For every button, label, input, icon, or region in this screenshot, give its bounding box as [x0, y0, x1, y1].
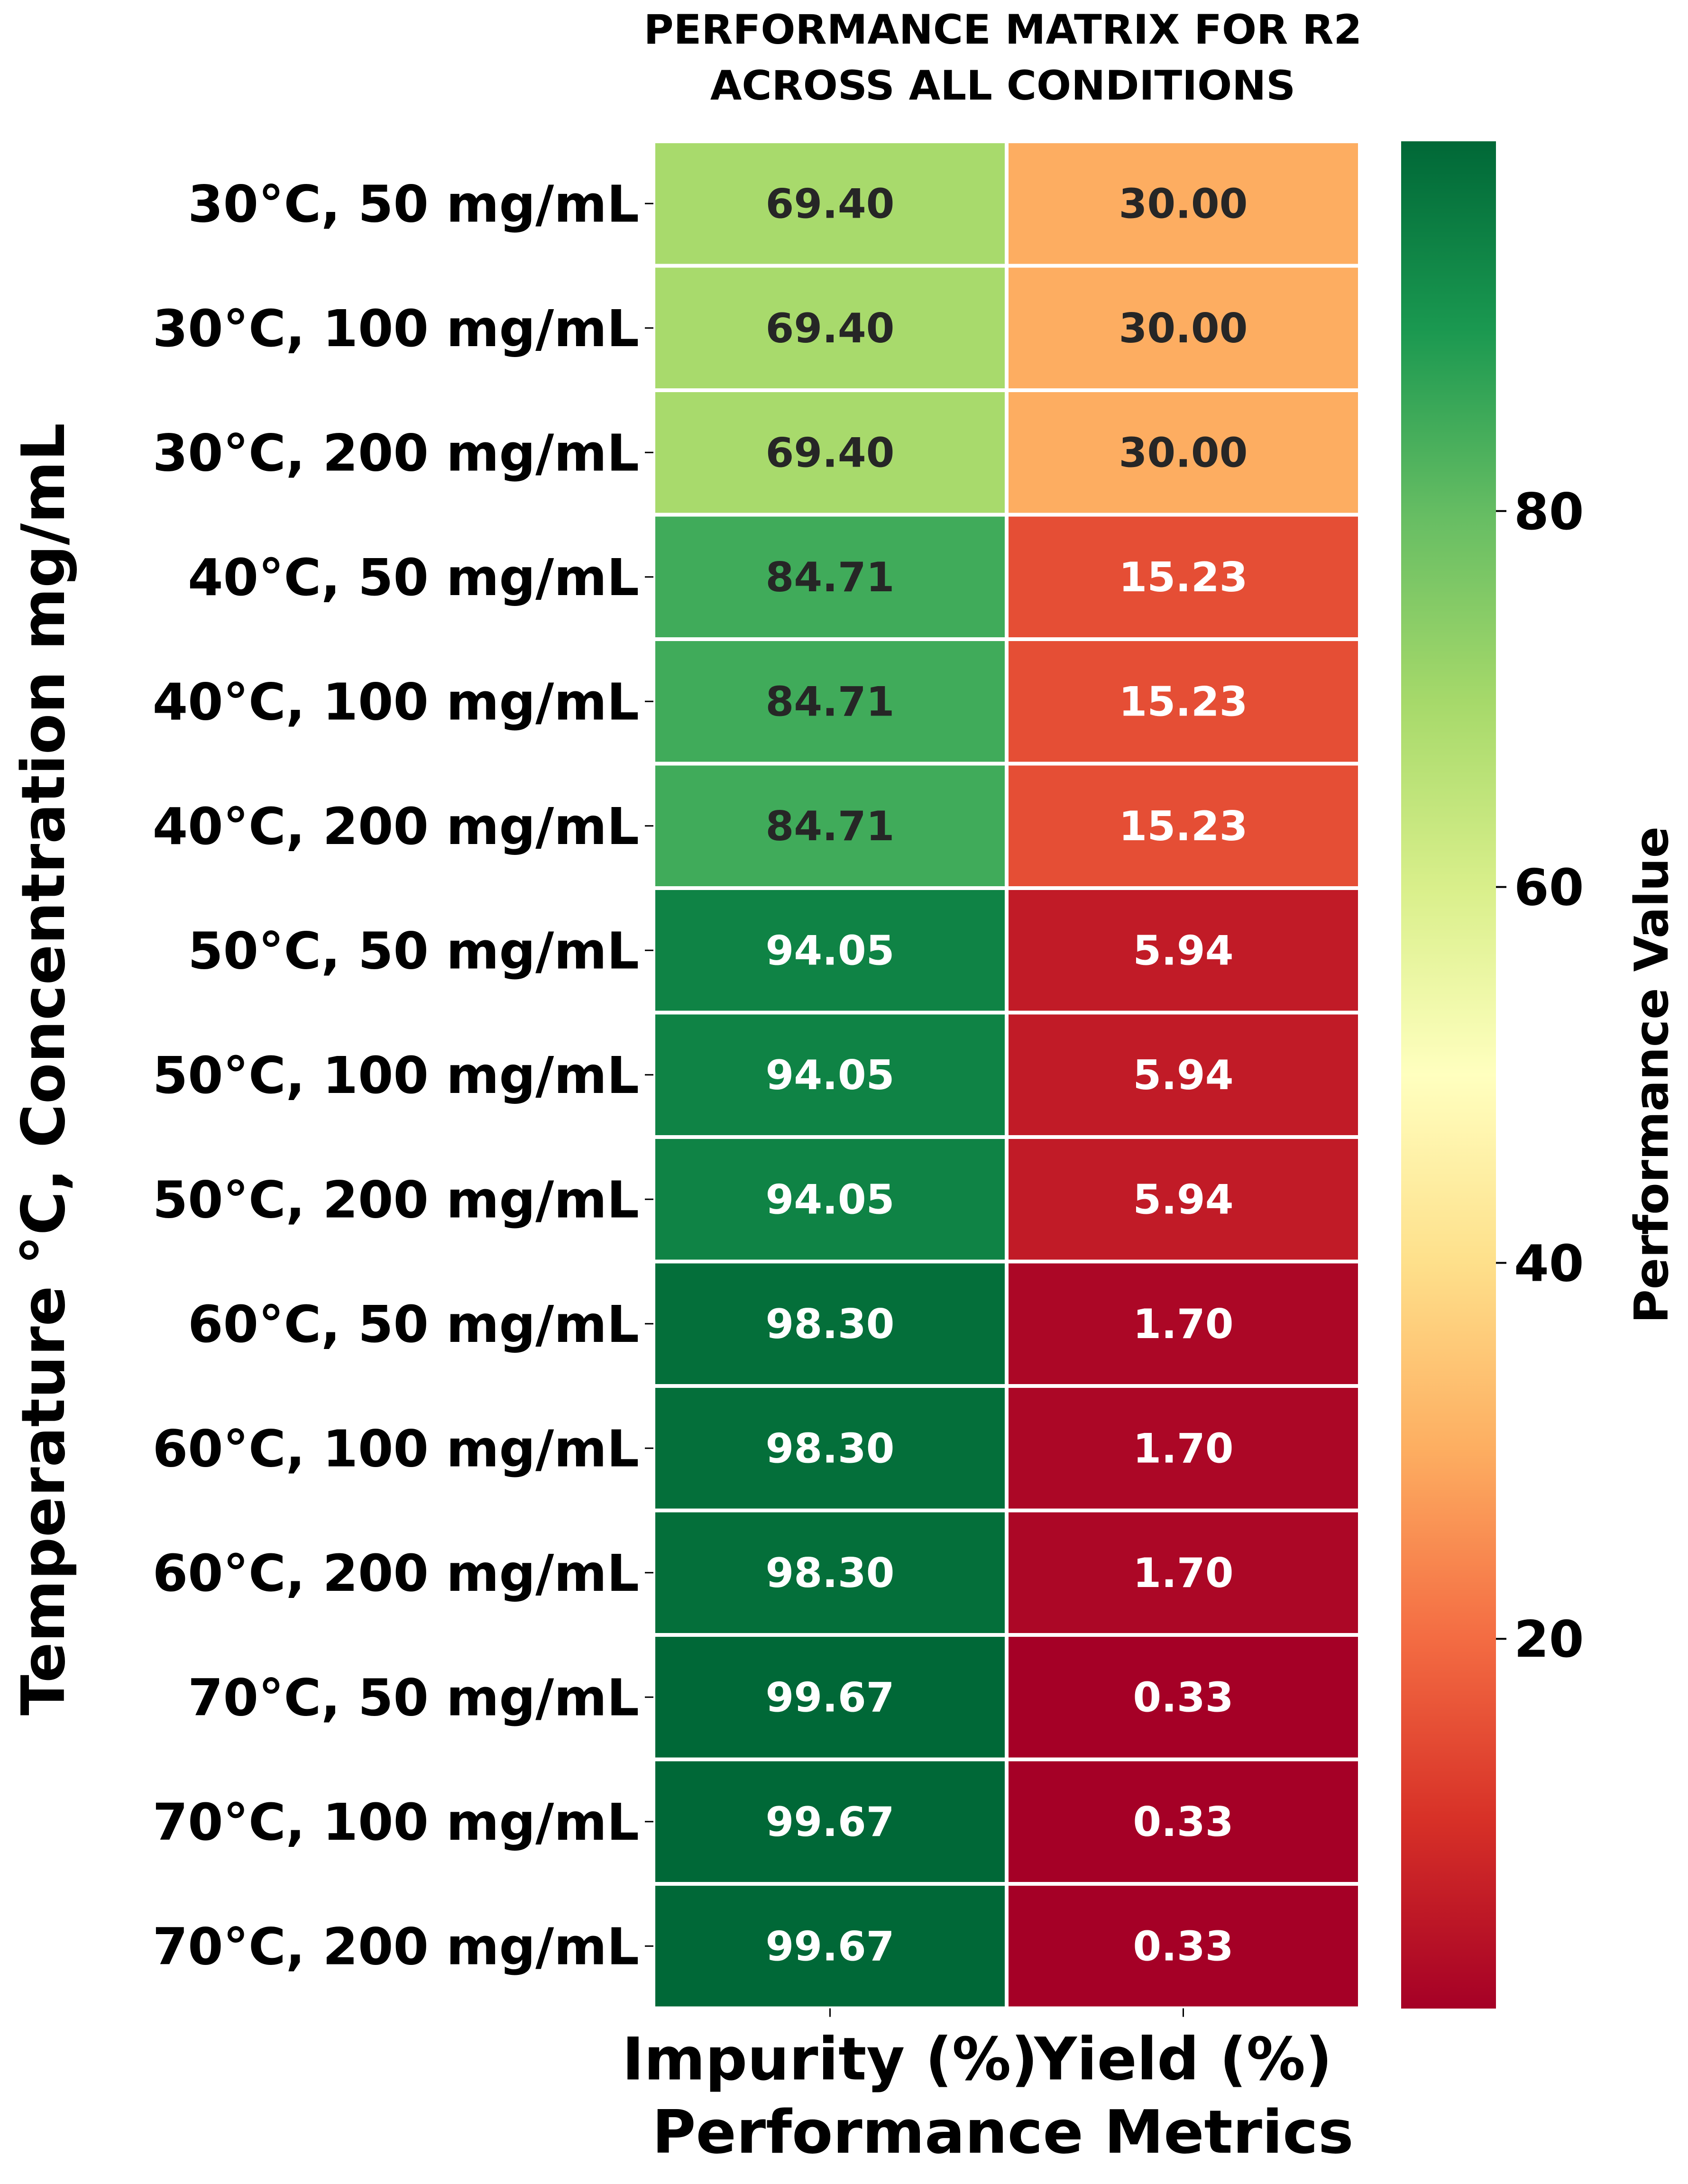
row-tick-label: 40°C, 100 mg/mL	[153, 673, 639, 732]
cell-value-label: 69.40	[765, 180, 894, 228]
heatmap-cell	[651, 1882, 1009, 2010]
cell-value-label: 1.70	[1133, 1550, 1233, 1597]
heatmap-cell	[1005, 1259, 1362, 1388]
row-tick-label: 50°C, 100 mg/mL	[153, 1046, 639, 1105]
cell-value-label: 1.70	[1133, 1301, 1233, 1348]
row-tick-label: 60°C, 100 mg/mL	[153, 1420, 639, 1478]
cell-value-label: 98.30	[765, 1301, 894, 1348]
cell-value-label: 0.33	[1133, 1674, 1233, 1721]
x-axis-label: Performance Metrics	[652, 2097, 1354, 2167]
row-tick-label: 70°C, 50 mg/mL	[188, 1669, 639, 1727]
heatmap-cell	[1005, 1384, 1362, 1513]
cell-value-label: 84.71	[765, 803, 894, 850]
heatmap-cell	[1005, 139, 1362, 268]
row-tick-label: 60°C, 200 mg/mL	[153, 1544, 639, 1603]
column-tick-labels: Impurity (%)Yield (%)	[622, 2008, 1332, 2094]
cell-value-label: 94.05	[765, 927, 894, 974]
row-tick-label: 50°C, 200 mg/mL	[153, 1171, 639, 1230]
heatmap-cell-labels: 69.40 30.00 69.40 30.00 69.40 30.00 84.71 15.23…	[765, 180, 1248, 1970]
cell-value-label: 0.33	[1133, 1799, 1233, 1846]
row-tick-label: 30°C, 50 mg/mL	[188, 175, 639, 234]
cell-value-label: 99.67	[765, 1923, 894, 1970]
row-tick-label: 70°C, 200 mg/mL	[153, 1918, 639, 1976]
heatmap-cell	[1005, 1508, 1362, 1637]
cell-value-label: 98.30	[765, 1425, 894, 1472]
heatmap-cell	[651, 139, 1009, 268]
cell-value-label: 5.94	[1133, 1052, 1233, 1099]
heatmap-cell	[1005, 886, 1362, 1015]
heatmap-cell	[1005, 1010, 1362, 1139]
cell-value-label: 69.40	[765, 305, 894, 352]
cell-value-label: 30.00	[1119, 180, 1248, 228]
row-tick-label: 40°C, 200 mg/mL	[153, 798, 639, 856]
column-tick-label: Impurity (%)	[622, 2026, 1038, 2094]
row-tick-labels: 30°C, 50 mg/mL 30°C, 100 mg/mL 30°C, 200 m…	[153, 175, 653, 1976]
row-tick-label: 30°C, 100 mg/mL	[153, 300, 639, 358]
heatmap-cell	[651, 1757, 1009, 1886]
cell-value-label: 84.71	[765, 554, 894, 601]
cell-value-label: 15.23	[1119, 803, 1248, 850]
heatmap-cell	[1005, 388, 1362, 517]
colorbar-ticks: 20 40 60 80	[1496, 483, 1584, 1669]
cell-value-label: 94.05	[765, 1052, 894, 1099]
cell-value-label: 99.67	[765, 1799, 894, 1846]
colorbar-tick-label: 80	[1514, 483, 1584, 541]
cell-value-label: 30.00	[1119, 429, 1248, 477]
colorbar	[1401, 141, 1496, 2009]
heatmap-cell	[651, 1259, 1009, 1388]
row-tick-label: 60°C, 50 mg/mL	[188, 1295, 639, 1354]
heatmap-cell	[1005, 1633, 1362, 1762]
y-axis-label: Temperature °C, Concentration mg/mL	[9, 423, 78, 1716]
cell-value-label: 69.40	[765, 429, 894, 477]
heatmap-cell	[1005, 637, 1362, 766]
colorbar-tick-label: 60	[1514, 859, 1584, 917]
row-tick-label: 30°C, 200 mg/mL	[153, 424, 639, 483]
heatmap-cell	[1005, 1882, 1362, 2010]
row-tick-label: 40°C, 50 mg/mL	[188, 549, 639, 607]
heatmap-cell	[1005, 1135, 1362, 1264]
cell-value-label: 5.94	[1133, 1176, 1233, 1223]
cell-value-label: 99.67	[765, 1674, 894, 1721]
colorbar-tick-label: 20	[1514, 1610, 1584, 1669]
chart-title-line-2: ACROSS ALL CONDITIONS	[710, 62, 1295, 110]
heatmap-cell	[1005, 1757, 1362, 1886]
cell-value-label: 30.00	[1119, 305, 1248, 352]
column-tick-label: Yield (%)	[1033, 2026, 1332, 2094]
heatmap-cell	[1005, 513, 1362, 641]
colorbar-label: Performance Value	[1625, 826, 1679, 1323]
cell-value-label: 84.71	[765, 678, 894, 725]
row-tick-label: 70°C, 100 mg/mL	[153, 1793, 639, 1852]
cell-value-label: 15.23	[1119, 678, 1248, 725]
heatmap-cell	[1005, 762, 1362, 890]
heatmap-cell	[651, 264, 1009, 392]
chart-title-line-1: PERFORMANCE MATRIX FOR R2	[644, 6, 1362, 54]
cell-value-label: 94.05	[765, 1176, 894, 1223]
cell-value-label: 1.70	[1133, 1425, 1233, 1472]
heatmap-cell	[651, 1508, 1009, 1637]
cell-value-label: 98.30	[765, 1550, 894, 1597]
row-tick-label: 50°C, 50 mg/mL	[188, 922, 639, 981]
cell-value-label: 15.23	[1119, 554, 1248, 601]
cell-value-label: 0.33	[1133, 1923, 1233, 1970]
colorbar-tick-label: 40	[1514, 1234, 1584, 1293]
heatmap-cell	[1005, 264, 1362, 392]
cell-value-label: 5.94	[1133, 927, 1233, 974]
heatmap-cells	[651, 139, 1362, 2010]
heatmap-cell	[651, 1384, 1009, 1513]
